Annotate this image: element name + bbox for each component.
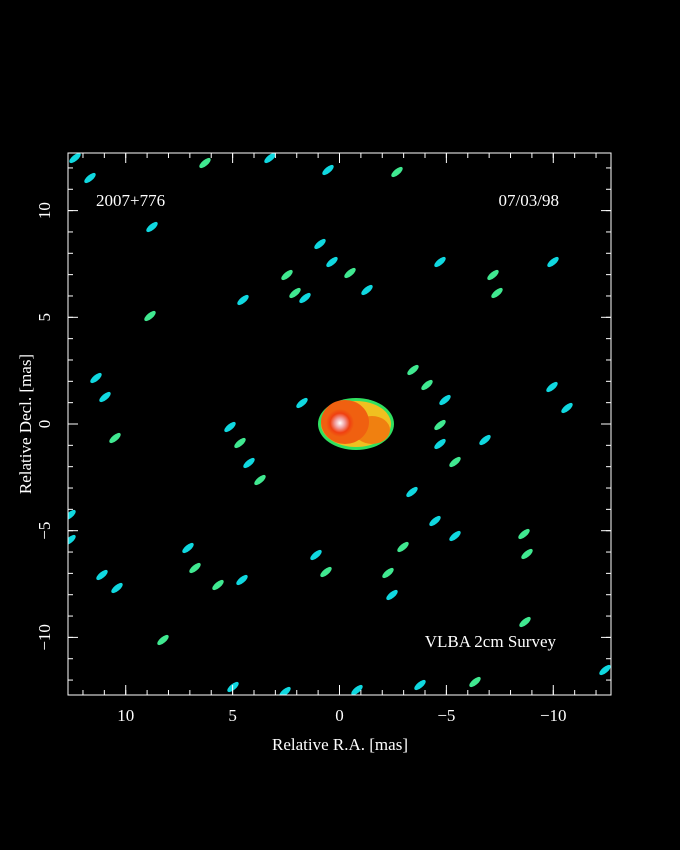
noise-blob (144, 310, 156, 322)
noise-blob (491, 287, 503, 299)
x-tick-label: −10 (540, 706, 567, 725)
noise-blob (189, 562, 201, 574)
source-label: 2007+776 (96, 191, 165, 210)
survey-label: VLBA 2cm Survey (425, 632, 557, 651)
noise-blob (469, 676, 481, 688)
noise-blob (397, 541, 409, 553)
x-tick-label: 10 (117, 706, 134, 725)
noise-blob (320, 566, 332, 578)
noise-blob (386, 589, 398, 601)
noise-blob (421, 379, 433, 391)
noise-blob (449, 456, 461, 468)
noise-blob (518, 528, 530, 540)
noise-blob (96, 569, 108, 581)
noise-blob (90, 372, 102, 384)
y-tick-label: 0 (35, 420, 54, 429)
noise-blob (289, 287, 301, 299)
noise-blob (439, 394, 451, 406)
noise-blob (351, 684, 363, 695)
noise-blob (361, 284, 373, 296)
y-tick-label: −5 (35, 522, 54, 540)
noise-blob (236, 574, 248, 586)
noise-blob (326, 256, 338, 268)
noise-blob (429, 515, 441, 527)
noise-blob (310, 549, 322, 561)
main-component (318, 398, 394, 450)
noise-blob (434, 438, 446, 450)
noise-blob (157, 634, 169, 646)
noise-blob (234, 437, 246, 449)
noise-blob (449, 530, 461, 542)
noise-blob (146, 221, 158, 233)
noise-blob (547, 256, 559, 268)
date-label: 07/03/98 (499, 191, 559, 210)
noise-blob (182, 542, 194, 554)
noise-blob (344, 267, 356, 279)
noise-blob (84, 172, 96, 184)
noise-blob (322, 164, 334, 176)
noise-blob (599, 664, 611, 676)
noise-blob (479, 434, 491, 446)
source-image (68, 153, 611, 695)
noise-blob (199, 157, 211, 169)
noise-blob (237, 294, 249, 306)
noise-blob (99, 391, 111, 403)
noise-blob (561, 402, 573, 414)
noise-blob (434, 256, 446, 268)
y-tick-label: 5 (35, 313, 54, 322)
noise-blob (407, 364, 419, 376)
y-axis-label: Relative Decl. [mas] (16, 354, 35, 494)
noise-blob (212, 579, 224, 591)
noise-blob (111, 582, 123, 594)
noise-blob (314, 238, 326, 250)
x-tick-label: −5 (437, 706, 455, 725)
noise-blob (414, 679, 426, 691)
noise-blob (406, 486, 418, 498)
noise-blob (68, 509, 76, 521)
noise-blob (69, 153, 81, 164)
noise-blob (487, 269, 499, 281)
noise-blob (224, 421, 236, 433)
noise-blob (243, 457, 255, 469)
noise-blob (434, 419, 446, 431)
noise-blob (546, 381, 558, 393)
x-axis-label: Relative R.A. [mas] (272, 735, 408, 754)
y-tick-label: 10 (35, 202, 54, 219)
x-tick-label: 5 (228, 706, 237, 725)
noise-blob (382, 567, 394, 579)
noise-blob (68, 534, 76, 546)
x-tick-label: 0 (335, 706, 344, 725)
noise-blob (521, 548, 533, 560)
noise-blob (279, 686, 291, 695)
noise-blob (109, 432, 121, 444)
noise-blob (299, 292, 311, 304)
noise-blob (391, 166, 403, 178)
noise-blob (281, 269, 293, 281)
noise-blob (519, 616, 531, 628)
y-tick-label: −10 (35, 624, 54, 651)
noise-blob (296, 397, 308, 409)
noise-blob (264, 153, 276, 164)
noise-blob (254, 474, 266, 486)
